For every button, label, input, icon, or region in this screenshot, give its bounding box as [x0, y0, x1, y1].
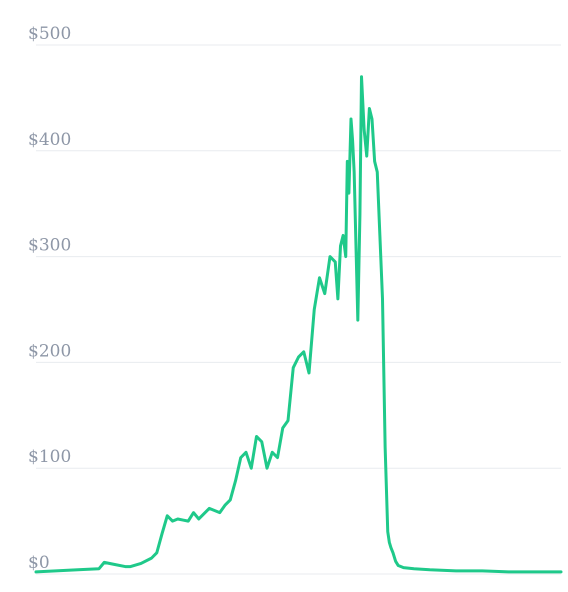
series-line-0 — [34, 75, 563, 574]
y-tick-label-1: $100 — [28, 447, 71, 467]
y-tick-label-3: $300 — [28, 236, 71, 256]
y-tick-label-4: $400 — [28, 130, 71, 150]
y-tick-label-2: $200 — [28, 341, 71, 361]
y-tick-label-5: $500 — [28, 24, 71, 44]
y-tick-label-0: $0 — [28, 553, 50, 573]
